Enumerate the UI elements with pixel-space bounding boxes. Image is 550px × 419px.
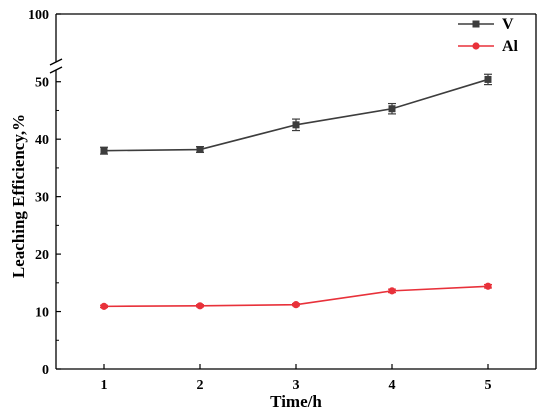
y-axis-title: Leaching Efficiency,%	[9, 114, 28, 278]
y-tick-label: 100	[28, 8, 49, 23]
legend: V Al	[458, 16, 519, 55]
series-line	[103, 78, 489, 152]
legend-item-Al: Al	[458, 38, 519, 55]
y-tick-label: 30	[35, 191, 49, 206]
x-tick-label: 4	[389, 378, 396, 393]
x-axis-title: Time/h	[270, 392, 322, 411]
y-axis: 0 10 20 30 40 50 100	[28, 8, 61, 378]
series-Al	[100, 282, 492, 310]
x-tick-label: 5	[485, 378, 492, 393]
data-point	[292, 121, 300, 129]
x-axis: 1 2 3 4 5	[101, 364, 492, 393]
data-point	[100, 302, 108, 310]
legend-label: V	[502, 16, 514, 33]
y-tick-label: 10	[35, 306, 49, 321]
data-point	[292, 301, 300, 309]
y-tick-label: 20	[35, 248, 49, 263]
data-point	[388, 105, 396, 113]
legend-marker	[472, 20, 480, 28]
data-point	[484, 282, 492, 290]
y-tick-label: 50	[35, 76, 49, 91]
plot-frame	[55, 13, 537, 370]
legend-marker	[472, 42, 480, 50]
data-point	[388, 287, 396, 295]
axis-break-mark	[49, 66, 63, 74]
axis-break-mark	[49, 58, 63, 66]
series-layer	[100, 73, 492, 310]
y-tick-label: 40	[35, 133, 49, 148]
x-tick-label: 3	[293, 378, 300, 393]
y-tick-label: 0	[42, 363, 49, 378]
data-point	[196, 146, 204, 154]
x-tick-label: 1	[101, 378, 108, 393]
data-point	[196, 302, 204, 310]
y-axis-break	[49, 58, 63, 74]
legend-label: Al	[502, 38, 519, 55]
legend-item-V: V	[458, 16, 514, 33]
x-tick-label: 2	[197, 378, 204, 393]
series-V	[100, 73, 492, 155]
data-point	[100, 147, 108, 155]
data-point	[484, 75, 492, 83]
